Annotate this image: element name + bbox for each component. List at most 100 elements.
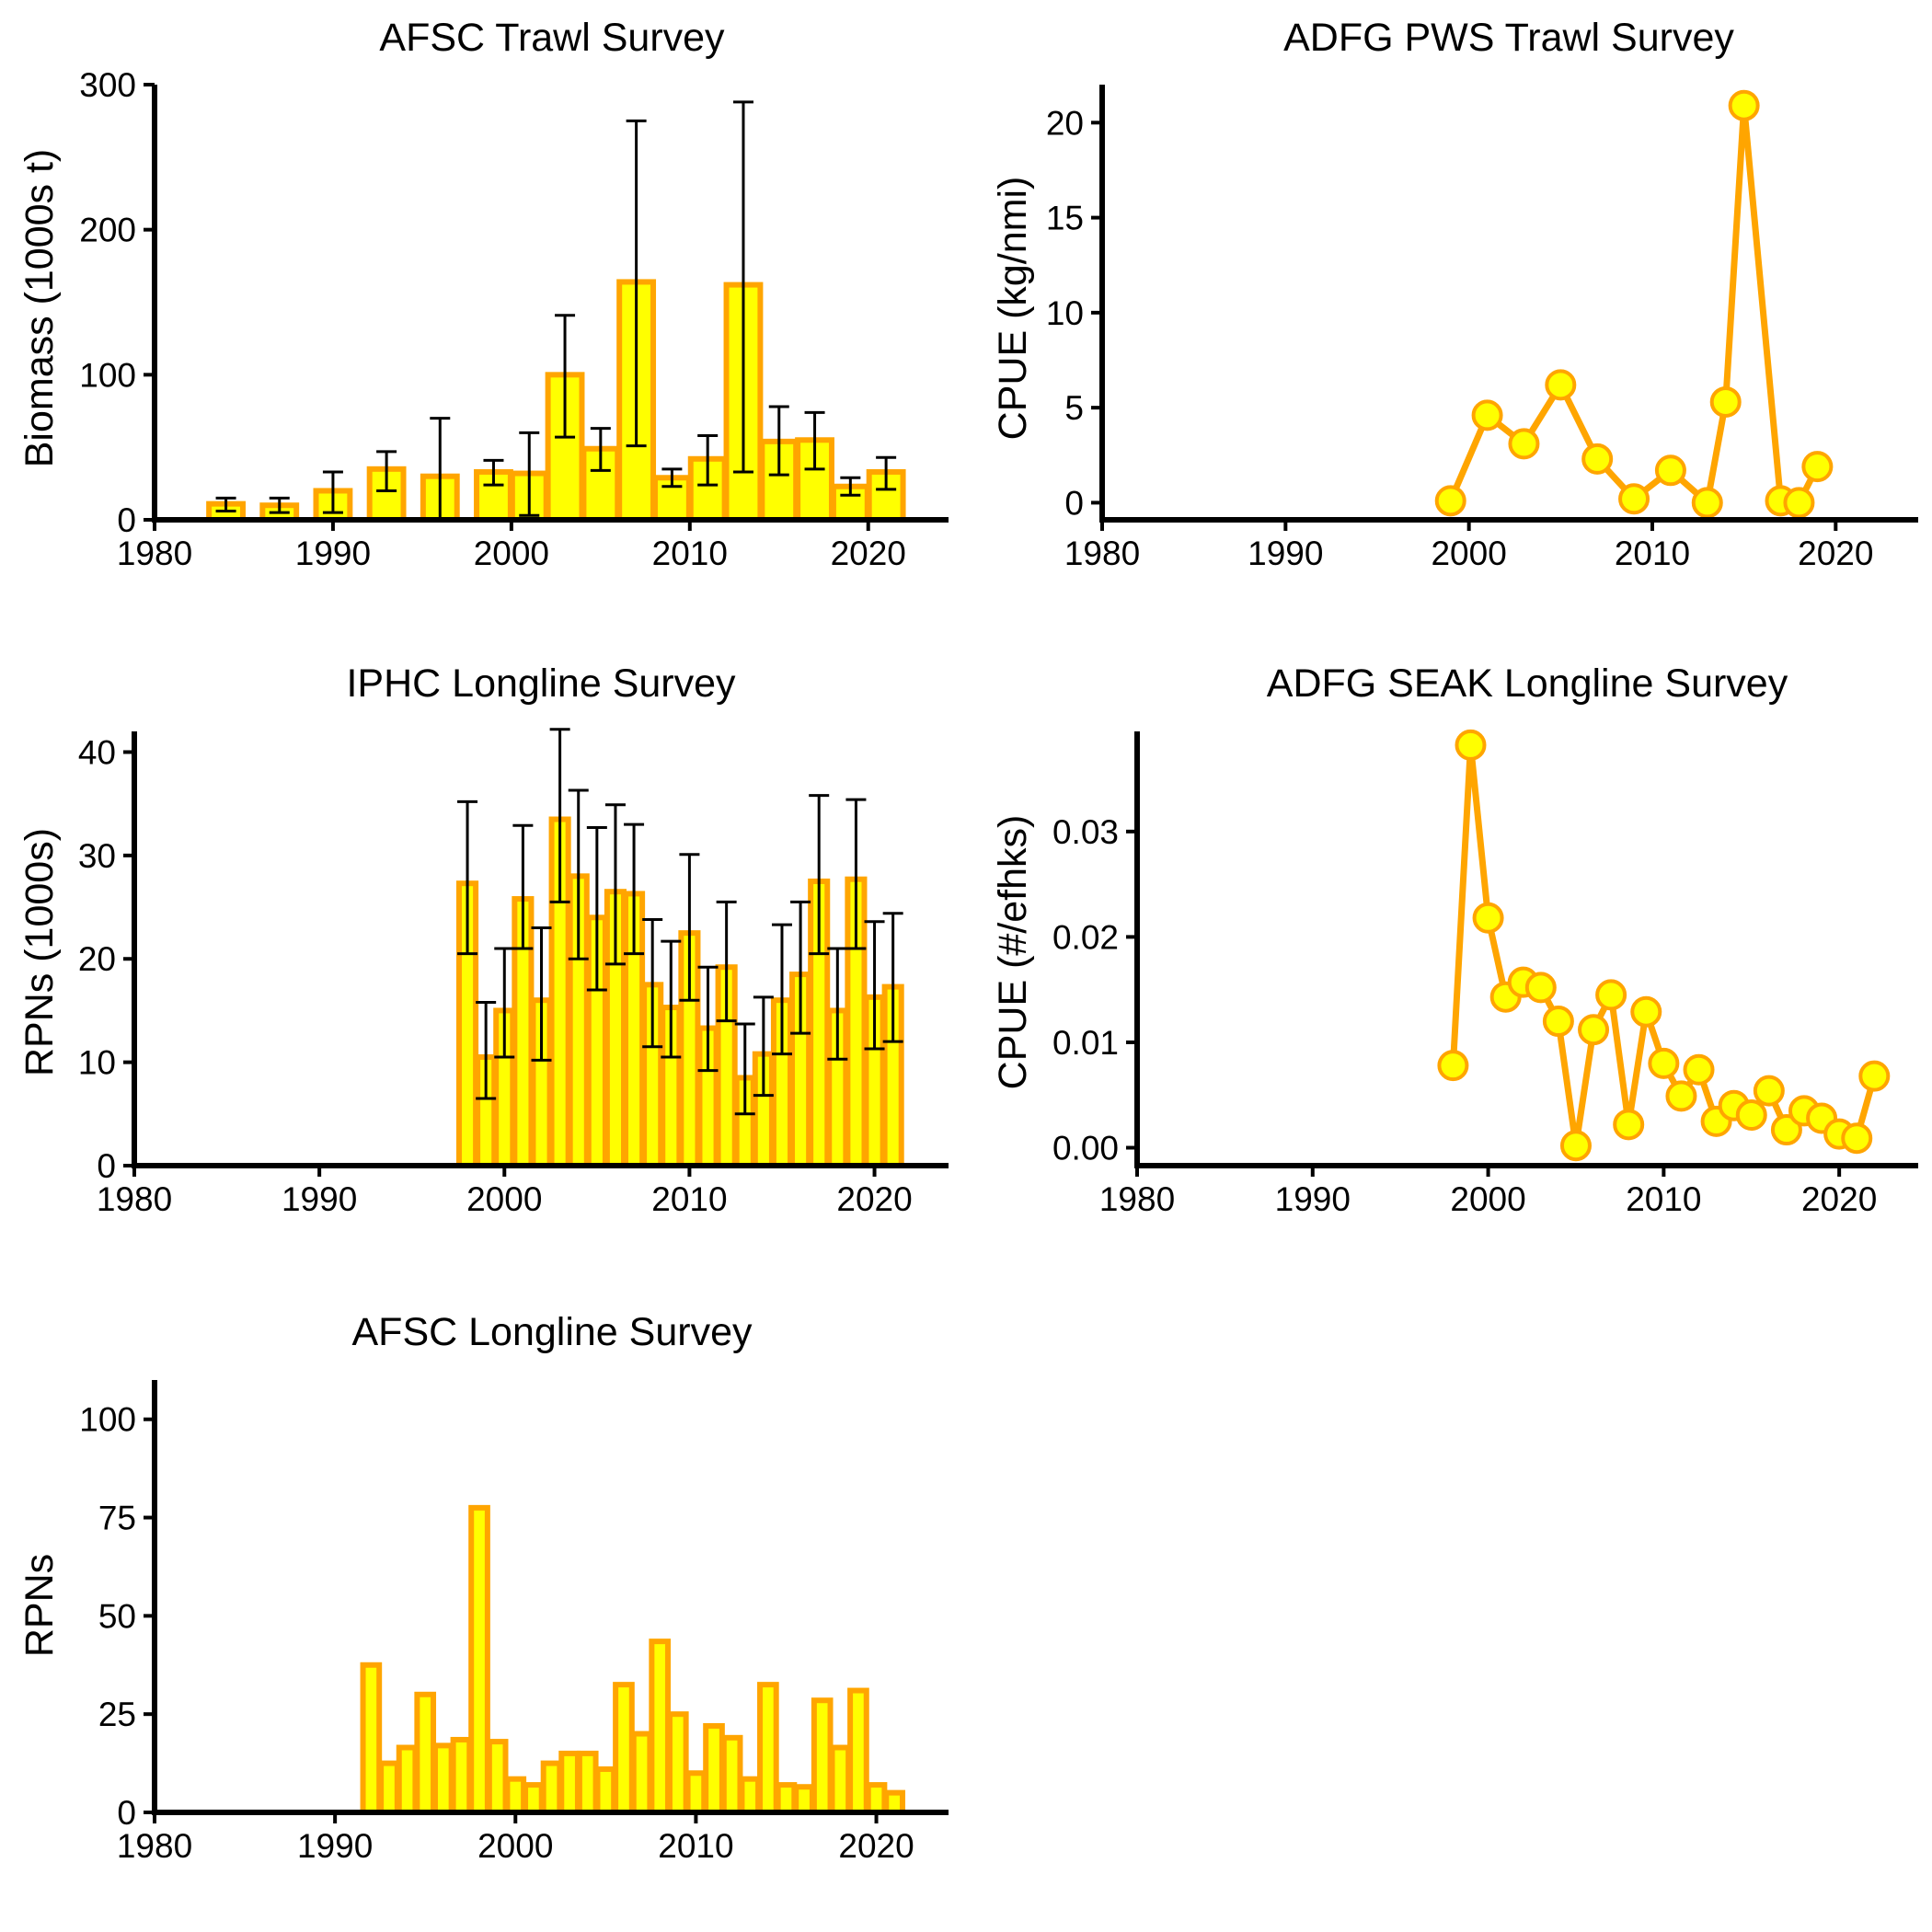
panel-title: IPHC Longline Survey <box>346 661 736 706</box>
data-point <box>1559 1130 1592 1162</box>
data-point <box>1524 972 1557 1004</box>
data-point <box>1709 385 1742 418</box>
x-tick-label: 1990 <box>282 1180 357 1218</box>
bar <box>847 1687 869 1815</box>
data-point <box>1595 979 1627 1011</box>
y-axis-label: Biomass (1000s t) <box>17 149 62 468</box>
data-point <box>1783 487 1815 519</box>
bar <box>613 1682 635 1815</box>
x-tick-label: 2010 <box>1615 535 1690 572</box>
bar <box>757 1682 779 1815</box>
y-tick-label: 0 <box>117 501 136 539</box>
y-tick-label: 0 <box>97 1147 116 1185</box>
y-tick-label: 10 <box>78 1044 116 1082</box>
data-point <box>1613 1109 1645 1141</box>
y-tick-label: 100 <box>79 1401 136 1439</box>
data-point <box>1455 729 1487 761</box>
data-point <box>1508 428 1540 460</box>
data-point <box>1542 1006 1574 1038</box>
data-point <box>1471 399 1503 431</box>
bar <box>431 1742 454 1816</box>
y-tick-label: 0 <box>117 1794 136 1832</box>
panel-title: AFSC Longline Survey <box>352 1310 753 1354</box>
data-point <box>1578 1014 1610 1046</box>
y-tick-label: 15 <box>1046 200 1084 237</box>
bar <box>883 1789 905 1815</box>
panel-afsc-longline: AFSC Longline Survey RPNs 1980 1990 2000 20… <box>17 1310 949 1865</box>
bar <box>649 1639 672 1815</box>
bar <box>793 1784 815 1816</box>
panel-iphc-longline: IPHC Longline Survey RPNs (1000s) 1980 19… <box>17 661 949 1218</box>
x-tick-label: 2010 <box>651 1180 727 1218</box>
plot-area: 1980 1990 2000 2010 2020 0.00 0.01 0.02 0.03 <box>1052 729 1918 1218</box>
bar <box>523 1782 545 1816</box>
bar <box>558 1750 581 1815</box>
bar <box>450 1736 473 1816</box>
y-tick-label: 0.03 <box>1052 813 1119 851</box>
y-tick-label: 300 <box>79 66 136 104</box>
panel-adfg-pws-trawl: ADFG PWS Trawl Survey CPUE (kg/nmi) 1980… <box>991 16 1918 572</box>
y-tick-label: 20 <box>1046 104 1084 142</box>
data-point <box>1665 1080 1697 1112</box>
x-tick-label: 2000 <box>466 1180 542 1218</box>
x-tick-label: 1990 <box>1248 535 1323 572</box>
data-point <box>1434 485 1466 517</box>
x-tick-label: 2020 <box>836 1180 912 1218</box>
data-point <box>1841 1122 1873 1155</box>
bar <box>739 1776 762 1815</box>
y-tick-label: 40 <box>78 733 116 771</box>
data-point <box>1618 483 1650 515</box>
y-axis-label: RPNs (1000s) <box>17 828 62 1076</box>
y-axis-label: CPUE (kg/nmi) <box>991 177 1035 441</box>
y-axis-label: RPNs <box>17 1554 62 1657</box>
data-point <box>1728 89 1760 121</box>
y-tick-label: 0.00 <box>1052 1130 1119 1167</box>
x-tick-label: 2000 <box>477 1827 553 1865</box>
x-tick-label: 2000 <box>474 535 549 572</box>
x-tick-label: 1980 <box>117 1827 192 1865</box>
bar <box>414 1691 437 1816</box>
bar <box>396 1744 419 1815</box>
y-tick-label: 100 <box>79 356 136 394</box>
bar <box>360 1662 383 1815</box>
bar <box>486 1739 509 1816</box>
x-tick-label: 1980 <box>97 1180 172 1218</box>
y-tick-label: 0 <box>1064 484 1084 522</box>
x-tick-label: 2000 <box>1450 1180 1525 1218</box>
bar <box>504 1776 527 1815</box>
data-point <box>1437 1050 1469 1082</box>
data-point <box>1683 1053 1715 1086</box>
series-line <box>1447 102 1821 506</box>
y-tick-label: 75 <box>98 1500 136 1537</box>
data-point <box>1545 369 1577 401</box>
panel-title: ADFG SEAK Longline Survey <box>1267 661 1788 706</box>
x-tick-label: 1990 <box>295 535 371 572</box>
x-tick-label: 2010 <box>658 1827 733 1865</box>
data-point <box>1691 487 1723 519</box>
bar <box>576 1750 599 1815</box>
y-tick-label: 0.02 <box>1052 918 1119 956</box>
x-tick-label: 2010 <box>1626 1180 1701 1218</box>
x-tick-label: 2020 <box>1798 535 1873 572</box>
y-tick-label: 0.01 <box>1052 1024 1119 1062</box>
bar <box>703 1723 725 1815</box>
bar <box>720 1734 743 1816</box>
data-point <box>1801 451 1834 483</box>
x-tick-label: 2020 <box>1801 1180 1877 1218</box>
bar <box>468 1504 490 1815</box>
data-point <box>1753 1075 1785 1107</box>
data-point <box>1770 1114 1802 1146</box>
x-tick-label: 1980 <box>1064 535 1140 572</box>
y-tick-label: 30 <box>78 837 116 875</box>
data-point <box>1472 902 1504 934</box>
bar <box>378 1760 400 1816</box>
x-tick-label: 2020 <box>831 535 906 572</box>
bar <box>630 1731 653 1815</box>
data-point <box>1648 1047 1680 1079</box>
data-point <box>1581 443 1614 475</box>
y-tick-label: 5 <box>1064 389 1084 427</box>
bar <box>666 1711 689 1815</box>
x-tick-label: 1990 <box>1275 1180 1351 1218</box>
plot-area: 1980 1990 2000 2010 2020 0 25 50 75 100 <box>79 1380 949 1865</box>
panel-title: AFSC Trawl Survey <box>379 16 725 60</box>
